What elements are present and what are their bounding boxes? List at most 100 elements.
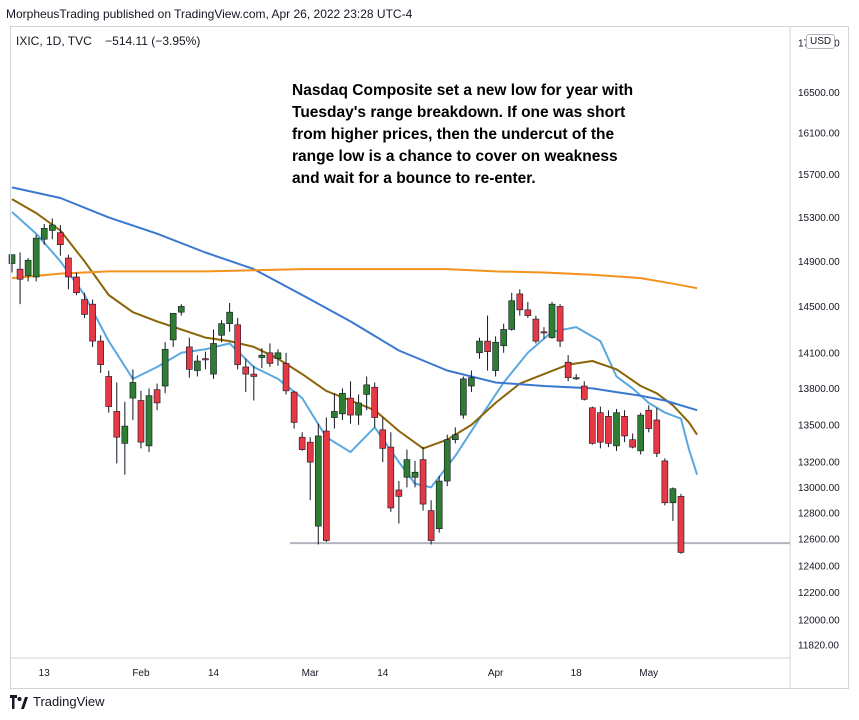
candle xyxy=(629,433,636,449)
candle-body xyxy=(105,376,113,407)
y-tick-label: 14900.00 xyxy=(798,257,840,268)
candle xyxy=(435,475,443,533)
candle-body xyxy=(121,425,129,444)
candle-body xyxy=(97,340,104,365)
candle xyxy=(363,376,370,411)
candle xyxy=(161,342,169,394)
candle xyxy=(226,303,233,332)
candle xyxy=(8,254,16,273)
candle xyxy=(306,437,314,501)
candle xyxy=(645,405,653,433)
candle xyxy=(460,376,467,419)
candle-body xyxy=(363,384,370,395)
candle xyxy=(129,369,137,420)
candle xyxy=(113,382,121,464)
chart-annotation: Nasdaq Composite set a new low for year … xyxy=(292,82,634,187)
candle-body xyxy=(564,361,572,378)
candle-body xyxy=(645,409,653,429)
tradingview-logo-icon xyxy=(10,694,28,709)
candle-body xyxy=(137,400,145,443)
candle xyxy=(145,388,153,453)
candle xyxy=(443,434,451,487)
candle-body xyxy=(435,480,443,530)
candle-body xyxy=(234,324,241,365)
candle xyxy=(468,370,475,393)
candle-body xyxy=(210,343,217,375)
candle-body xyxy=(16,268,24,280)
candle xyxy=(564,355,572,382)
candle-body xyxy=(57,232,64,246)
x-axis[interactable]: 13 Feb 14 Mar 14 Apr 18 May xyxy=(39,668,659,679)
tradingview-footer[interactable]: TradingView xyxy=(10,694,105,709)
moving-average-line xyxy=(11,268,698,290)
candle xyxy=(387,432,395,512)
candle-body xyxy=(145,395,153,447)
candle xyxy=(274,349,282,366)
candle-body xyxy=(613,412,620,447)
candle-body xyxy=(8,254,16,264)
tradingview-brand: TradingView xyxy=(33,694,105,709)
x-tick-label: 14 xyxy=(208,668,220,679)
candle xyxy=(540,327,548,339)
candle xyxy=(323,417,330,542)
candle xyxy=(637,412,644,455)
candle-body xyxy=(468,377,475,387)
candle-body xyxy=(516,293,524,311)
candle xyxy=(411,460,419,488)
candle-body xyxy=(314,435,322,527)
candle-body xyxy=(65,257,72,278)
y-tick-label: 11820.00 xyxy=(798,641,839,652)
y-tick-label: 12400.00 xyxy=(798,561,840,572)
candle xyxy=(298,432,306,451)
candle-body xyxy=(24,259,32,277)
candle-body xyxy=(331,411,338,418)
candle xyxy=(508,292,516,331)
candle xyxy=(266,343,274,367)
candle-body xyxy=(427,510,435,541)
candle-body xyxy=(395,489,403,497)
candle xyxy=(476,337,483,359)
candle xyxy=(194,355,201,377)
candle-body xyxy=(387,446,395,509)
candle xyxy=(258,348,266,369)
candle-body xyxy=(508,300,516,330)
candle xyxy=(395,481,403,524)
candle xyxy=(371,382,379,428)
candle-body xyxy=(451,434,459,440)
candle-body xyxy=(411,471,419,478)
candle-body xyxy=(242,366,250,375)
candle xyxy=(355,394,362,425)
currency-badge[interactable]: USD xyxy=(806,34,836,49)
candle xyxy=(339,388,346,420)
candle-body xyxy=(379,429,387,449)
candle xyxy=(548,301,556,339)
candle-body xyxy=(371,386,379,418)
symbol-legend[interactable]: IXIC, 1D, TVC −514.11 (−3.95%) xyxy=(16,34,200,48)
candle-body xyxy=(48,224,56,231)
y-axis[interactable]: 17000.0016500.0016100.0015700.0015300.00… xyxy=(798,38,840,651)
candle-body xyxy=(669,488,677,504)
y-tick-label: 15300.00 xyxy=(798,213,840,224)
x-tick-label: 18 xyxy=(571,668,583,679)
candle xyxy=(186,337,193,378)
x-tick-label: 14 xyxy=(377,668,389,679)
candle xyxy=(177,304,185,316)
candle-body xyxy=(250,373,258,377)
candle-body xyxy=(637,414,644,452)
candle xyxy=(556,304,564,347)
candle xyxy=(500,323,507,353)
candle-body xyxy=(532,318,540,342)
candle-body xyxy=(169,313,177,341)
candle xyxy=(331,393,338,429)
candle-body xyxy=(298,436,306,450)
candle-body xyxy=(540,331,548,334)
candle-body xyxy=(282,363,290,392)
candle xyxy=(153,383,161,411)
change-label: −514.11 (−3.95%) xyxy=(105,34,201,48)
candle xyxy=(57,225,64,256)
candle xyxy=(347,381,354,424)
chart-gridlines xyxy=(11,27,791,688)
candle-body xyxy=(339,392,346,415)
candle xyxy=(250,365,258,401)
